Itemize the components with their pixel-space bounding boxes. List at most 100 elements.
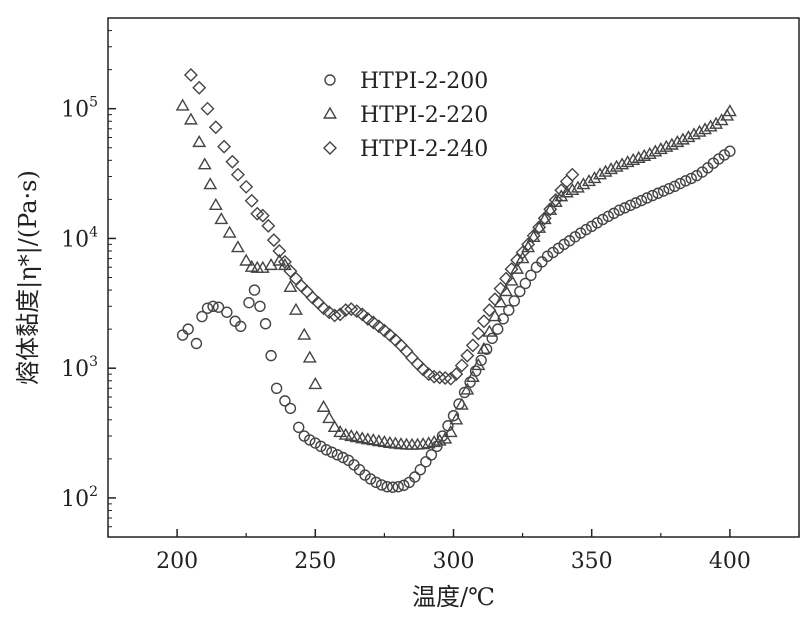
data-point-circle [425, 449, 438, 461]
data-point-triangle [230, 240, 245, 253]
data-point-circle [381, 481, 393, 493]
data-point-diamond [338, 303, 353, 318]
data-point-circle [259, 318, 272, 330]
data-point-triangle [675, 132, 690, 145]
data-point-triangle [333, 424, 348, 438]
data-point-circle [492, 323, 504, 335]
data-point-circle [508, 295, 521, 307]
data-point-diamond [255, 208, 270, 223]
data-point-circle [597, 213, 609, 226]
data-point-circle [414, 464, 427, 476]
data-point-circle [315, 440, 327, 453]
data-point-circle [574, 227, 587, 239]
data-point-circle [392, 481, 404, 493]
data-point-circle [630, 197, 642, 209]
x-axis-ticks: 200 250 300 350 400 [107, 529, 800, 574]
legend-marker-circle [324, 74, 336, 86]
data-point-triangle [283, 279, 298, 293]
data-point-triangle [698, 122, 712, 135]
data-point-diamond [355, 307, 370, 322]
data-point-diamond [427, 369, 442, 384]
data-point-triangle [581, 174, 596, 187]
data-point-circle [284, 402, 297, 415]
data-point-triangle [454, 397, 469, 410]
data-point-triangle [183, 112, 198, 125]
data-point-diamond [250, 206, 265, 221]
data-point-triangle [316, 399, 331, 412]
data-point-circle [364, 473, 377, 485]
data-point-circle [279, 395, 291, 407]
data-point-triangle [327, 419, 342, 433]
data-point-diamond [537, 211, 552, 226]
data-point-diamond [272, 244, 287, 259]
data-point-circle [469, 365, 482, 377]
data-point-triangle [692, 124, 707, 137]
data-point-circle [519, 277, 532, 290]
data-point-circle [243, 296, 255, 309]
data-point-triangle [308, 376, 323, 390]
legend: HTPI-2-200 HTPI-2-220 HTPI-2-240 [323, 69, 488, 162]
data-point-diamond [208, 120, 223, 135]
data-point-triangle [620, 155, 635, 168]
data-point-diamond [471, 326, 486, 341]
x-tick-label: 300 [433, 549, 475, 574]
data-point-triangle [322, 411, 337, 424]
data-point-diamond [554, 183, 569, 198]
data-point-triangle [203, 177, 218, 190]
data-point-circle [608, 207, 620, 220]
data-point-circle [221, 306, 233, 318]
data-point-diamond [449, 367, 464, 382]
data-point-circle [480, 343, 493, 355]
data-point-diamond [460, 348, 475, 363]
data-point-circle [580, 223, 592, 236]
data-point-circle [201, 302, 214, 314]
data-point-circle [674, 177, 686, 190]
data-point-triangle [482, 324, 497, 337]
data-point-triangle [681, 130, 696, 143]
data-point-circle [190, 337, 203, 350]
data-point-circle [530, 261, 543, 273]
data-point-circle [182, 323, 194, 335]
data-point-triangle [653, 142, 668, 155]
data-point-triangle [722, 104, 737, 117]
data-point-triangle [626, 152, 641, 166]
data-point-triangle [631, 150, 646, 163]
data-point-triangle [510, 261, 525, 274]
data-point-triangle [297, 327, 312, 340]
x-tick-label: 250 [294, 549, 336, 574]
data-point-circle [375, 479, 388, 491]
data-point-triangle [604, 162, 619, 175]
data-point-triangle [208, 197, 223, 211]
data-point-circle [409, 471, 421, 483]
data-point-triangle [288, 302, 303, 315]
data-point-circle [591, 217, 603, 229]
data-point-triangle [687, 127, 701, 140]
data-point-triangle [648, 144, 663, 157]
data-point-circle [641, 192, 653, 204]
data-point-triangle [222, 225, 237, 238]
data-point-circle [646, 189, 659, 202]
data-point-diamond [327, 308, 342, 323]
data-point-circle [386, 481, 399, 493]
data-point-triangle [197, 157, 212, 170]
data-point-triangle [576, 177, 591, 190]
data-point-diamond [261, 218, 276, 233]
x-tick-label: 400 [709, 549, 751, 574]
data-point-triangle [709, 116, 724, 129]
data-point-triangle [421, 436, 436, 449]
data-point-circle [685, 172, 697, 185]
data-point-circle [486, 332, 498, 344]
data-point-circle [586, 220, 598, 233]
data-point-diamond [565, 167, 580, 182]
data-point-circle [724, 145, 736, 157]
data-point-diamond [316, 301, 331, 316]
series-diamond [183, 67, 580, 386]
y-tick-label: 104 [61, 224, 98, 252]
data-point-triangle [214, 212, 229, 225]
data-point-triangle [670, 134, 685, 148]
data-point-diamond [521, 237, 536, 252]
data-point-triangle [532, 220, 547, 233]
data-point-triangle [598, 164, 613, 177]
data-point-diamond [333, 307, 348, 322]
